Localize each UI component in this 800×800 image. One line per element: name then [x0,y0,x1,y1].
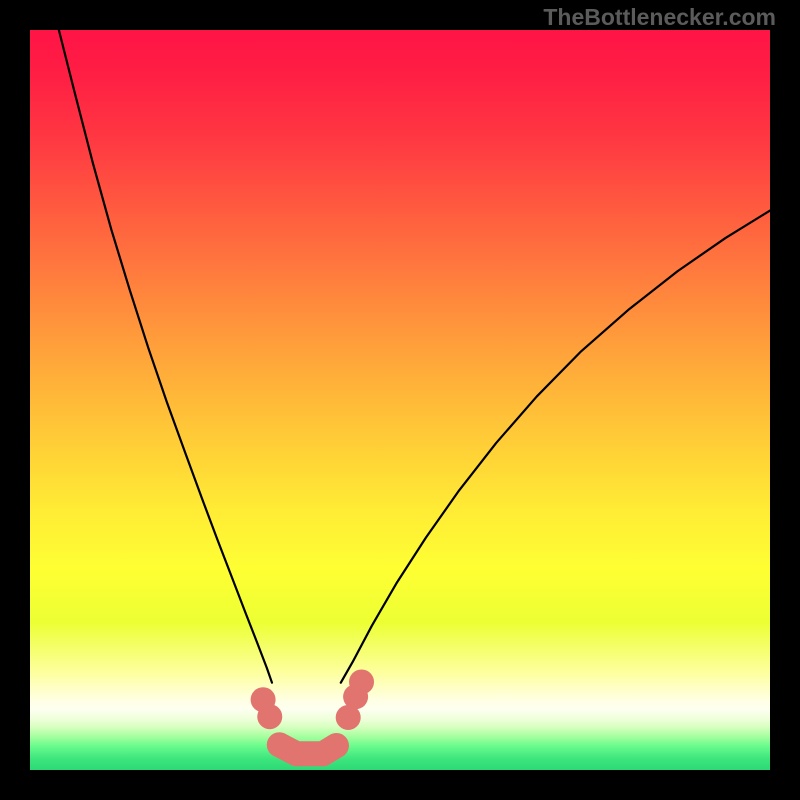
valley-marker-dot [324,733,349,758]
plot-area [30,30,770,770]
chart-root: TheBottlenecker.com [0,0,800,800]
watermark-text: TheBottlenecker.com [543,4,776,31]
valley-marker-dot [257,704,282,729]
plot-svg [30,30,770,770]
valley-marker-dot [349,669,374,694]
gradient-background [30,30,770,770]
valley-marker-dot [284,741,309,766]
